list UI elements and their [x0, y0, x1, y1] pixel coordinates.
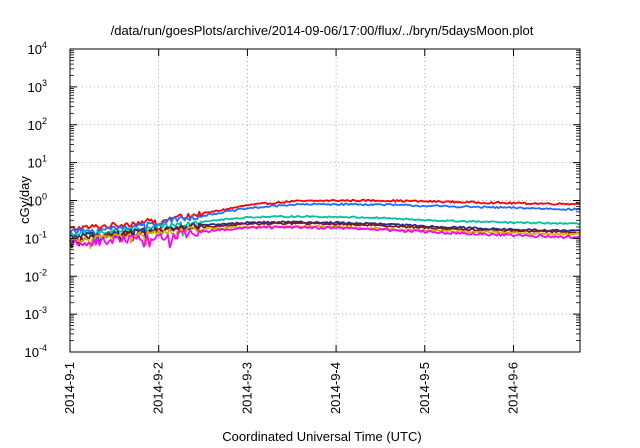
series-line — [69, 220, 581, 246]
chart-title: /data/run/goesPlots/archive/2014-09-06/1… — [111, 23, 534, 38]
y-tick-label: 10-4 — [25, 343, 47, 360]
x-tick-label: 2014-9-4 — [328, 362, 343, 414]
x-axis-label: Coordinated Universal Time (UTC) — [222, 429, 421, 444]
x-tick-label: 2014-9-6 — [505, 362, 520, 414]
y-tick-label: 102 — [28, 116, 47, 133]
axes: 10-4 10-3 10-2 10-1 100 101 102 103 104 2014-9-1 2… — [25, 40, 580, 414]
y-tick-label: 10-1 — [25, 229, 47, 246]
y-tick-label: 104 — [28, 40, 47, 57]
y-tick-label: 100 — [28, 192, 47, 209]
series-line — [69, 202, 581, 244]
x-tick-label: 2014-9-2 — [151, 362, 166, 414]
y-tick-label: 10-3 — [25, 305, 47, 322]
y-tick-label: 101 — [28, 154, 47, 171]
data-series — [69, 198, 581, 249]
y-axis-label: cGy/day — [17, 176, 32, 224]
x-tick-label: 2014-9-1 — [62, 362, 77, 414]
series-line — [69, 198, 581, 232]
y-tick-label: 103 — [28, 78, 47, 95]
y-tick-label: 10-2 — [25, 267, 47, 284]
x-tick-label: 2014-9-3 — [239, 362, 254, 414]
x-tick-label: 2014-9-5 — [417, 362, 432, 414]
series-line — [69, 225, 581, 249]
